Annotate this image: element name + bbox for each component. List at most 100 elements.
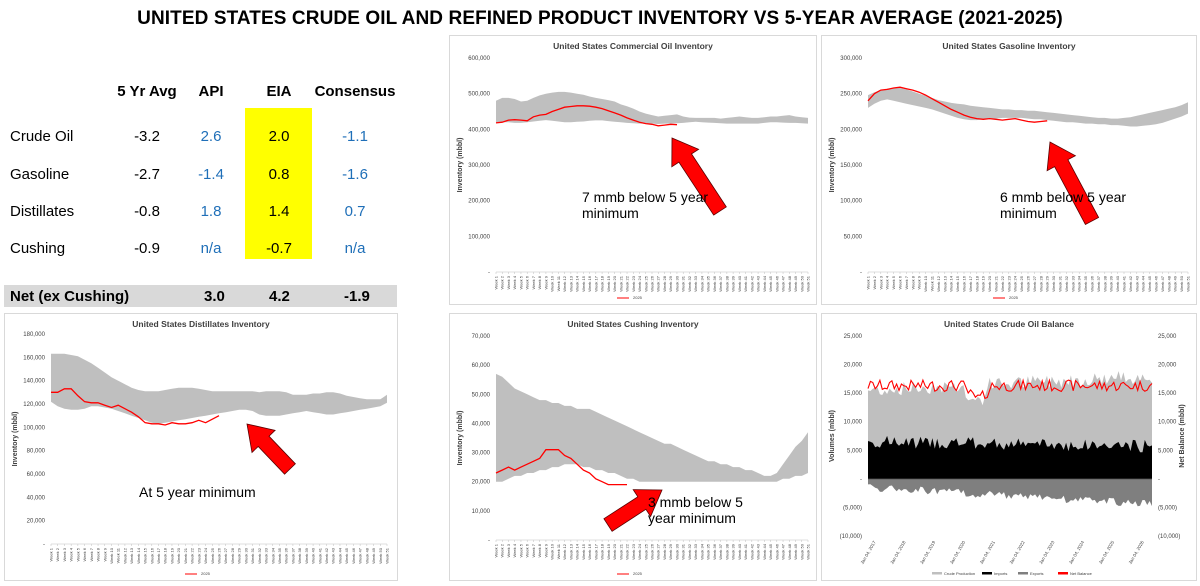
- callout-arrow: [671, 137, 727, 216]
- x-tick-label: Week 40: [737, 275, 742, 291]
- series-line-2025: [51, 388, 220, 426]
- x-tick-label: Week 3: [506, 275, 511, 289]
- x-tick-label: Week 31: [681, 543, 686, 559]
- x-tick-label: Week 31: [1058, 275, 1063, 291]
- x-tick-label: Week 15: [581, 543, 586, 559]
- x-tick-label: Week 22: [190, 547, 195, 563]
- x-tick-label: Jan 04, 2021: [979, 540, 997, 565]
- x-tick-label: Week 41: [317, 547, 322, 563]
- y-tick-label: (5,000): [843, 505, 862, 511]
- x-tick-label: Week 24: [637, 275, 642, 291]
- x-tick-label: Week 21: [618, 543, 623, 559]
- y2-tick-label: 5,000: [1158, 448, 1174, 454]
- x-tick-label: Week 30: [1051, 275, 1056, 291]
- x-tick-label: Week 16: [149, 547, 154, 563]
- y2-tick-label: (10,000): [1158, 534, 1180, 540]
- legend-swatch: [1018, 572, 1028, 575]
- x-tick-label: Week 50: [378, 547, 383, 563]
- net-consensus: -1.9: [344, 288, 370, 305]
- x-tick-label: Week 17: [593, 275, 598, 291]
- page-title: UNITED STATES CRUDE OIL AND REFINED PROD…: [137, 8, 1063, 29]
- cushing-consensus: n/a: [344, 240, 366, 257]
- x-tick-label: Week 7: [531, 543, 536, 557]
- x-tick-label: Week 51: [1186, 275, 1191, 291]
- x-tick-label: Week 8: [910, 275, 915, 289]
- x-tick-label: Week 32: [687, 543, 692, 559]
- y-tick-label: 120,000: [23, 402, 45, 408]
- x-tick-label: Week 27: [656, 543, 661, 559]
- x-tick-label: Week 15: [955, 275, 960, 291]
- x-tick-label: Week 44: [762, 543, 767, 559]
- y-tick-label: 500,000: [468, 92, 490, 98]
- y-tick-label: 10,000: [472, 509, 491, 515]
- y-tick-label: 300,000: [468, 163, 490, 169]
- x-tick-label: Week 38: [724, 275, 729, 291]
- y-tick-label: -: [488, 538, 490, 544]
- x-tick-label: Week 6: [525, 543, 530, 557]
- x-tick-label: Week 50: [1179, 275, 1184, 291]
- x-tick-label: Week 7: [89, 547, 94, 561]
- x-tick-label: Week 48: [787, 275, 792, 291]
- y-tick-label: 100,000: [23, 425, 45, 431]
- x-tick-label: Week 25: [643, 275, 648, 291]
- x-tick-label: Week 21: [183, 547, 188, 563]
- row-label-crude: Crude Oil: [10, 128, 74, 145]
- imports-area: [868, 435, 1152, 479]
- callout-arrow: [1046, 141, 1100, 226]
- cushing-eia: -0.7: [266, 240, 292, 257]
- x-tick-label: Week 32: [1064, 275, 1069, 291]
- x-tick-label: Week 18: [600, 543, 605, 559]
- x-tick-label: Week 20: [176, 547, 181, 563]
- x-tick-label: Week 35: [706, 275, 711, 291]
- x-tick-label: Week 46: [351, 547, 356, 563]
- legend-label: Exports: [1030, 571, 1044, 576]
- x-tick-label: Week 50: [799, 543, 804, 559]
- x-tick-label: Week 30: [243, 547, 248, 563]
- x-tick-label: Week 13: [942, 275, 947, 291]
- y-axis-label: Inventory (mbbl): [829, 138, 836, 193]
- cushing-avg: -0.9: [134, 240, 160, 257]
- x-tick-label: Week 47: [781, 543, 786, 559]
- distillates-avg: -0.8: [134, 203, 160, 220]
- x-tick-label: Week 24: [203, 547, 208, 563]
- y2-tick-label: -: [1158, 477, 1160, 483]
- y-tick-label: 160,000: [23, 355, 45, 361]
- y-tick-label: 80,000: [27, 449, 46, 455]
- x-tick-label: Week 29: [1045, 275, 1050, 291]
- annotation-text: 6 mmb below 5 year: [1000, 189, 1126, 205]
- x-tick-label: Week 46: [774, 275, 779, 291]
- x-tick-label: Week 33: [693, 543, 698, 559]
- row-label-cushing: Cushing: [10, 240, 66, 257]
- legend-swatch: [932, 572, 942, 575]
- x-tick-label: Week 43: [331, 547, 336, 563]
- annotation-text: 3 mmb below 5: [648, 494, 743, 510]
- y-tick-label: 50,000: [472, 392, 491, 398]
- legend-label: Crude Production: [944, 571, 975, 576]
- crude-eia: 2.0: [268, 128, 290, 145]
- x-tick-label: Week 37: [1096, 275, 1101, 291]
- y-tick-label: 40,000: [472, 421, 491, 427]
- annotation-text: minimum: [1000, 205, 1057, 221]
- y2-tick-label: 25,000: [1158, 334, 1177, 340]
- legend-label: Imports: [994, 571, 1007, 576]
- distillates-api: 1.8: [200, 203, 222, 220]
- x-tick-label: Week 2: [55, 547, 60, 561]
- x-tick-label: Week 49: [371, 547, 376, 563]
- x-tick-label: Week 51: [806, 275, 811, 291]
- x-tick-label: Week 48: [364, 547, 369, 563]
- exports-area: [868, 478, 1152, 507]
- x-tick-label: Week 48: [787, 543, 792, 559]
- x-tick-label: Week 50: [799, 275, 804, 291]
- y-tick-label: 20,000: [472, 480, 491, 486]
- x-tick-label: Week 33: [1070, 275, 1075, 291]
- x-tick-label: Week 1: [49, 547, 54, 561]
- crude-balance-chart: United States Crude Oil Balance (10,000) (…: [821, 313, 1197, 581]
- x-tick-label: Week 2: [500, 275, 505, 289]
- x-tick-label: Week 7: [531, 275, 536, 289]
- x-tick-label: Week 40: [1115, 275, 1120, 291]
- series-line-2025: [867, 86, 1048, 123]
- x-tick-label: Week 5: [518, 275, 523, 289]
- x-tick-label: Week 44: [762, 275, 767, 291]
- x-tick-label: Week 35: [706, 543, 711, 559]
- x-tick-label: Week 24: [1013, 275, 1018, 291]
